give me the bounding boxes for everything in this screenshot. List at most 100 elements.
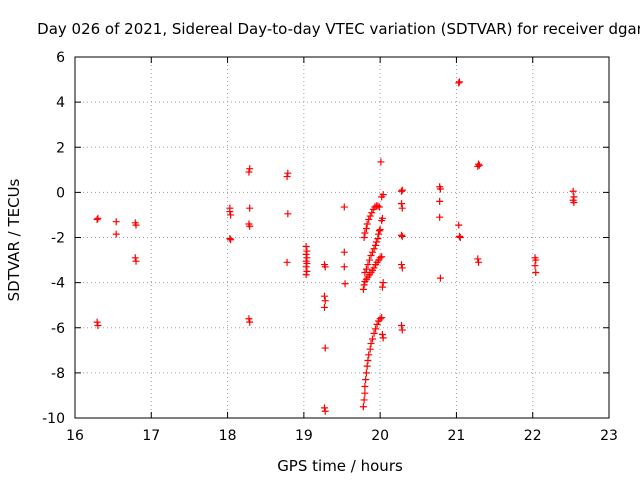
data-point — [398, 321, 406, 329]
data-point — [93, 318, 101, 326]
data-point — [376, 254, 384, 262]
data-point — [321, 344, 329, 352]
data-point — [372, 238, 380, 246]
data-point — [112, 230, 120, 238]
axis-ticks: 16 17 18 19 20 21 22 23 -10 -8 -6 -4 -2 0 2 4 6 — [42, 50, 618, 444]
data-point — [569, 187, 577, 195]
data-point — [303, 267, 311, 275]
data-point — [455, 78, 463, 86]
data-point — [303, 247, 311, 255]
data-point — [227, 236, 235, 244]
data-point — [398, 231, 406, 239]
data-point — [436, 213, 444, 221]
y-tick-label: 2 — [56, 140, 65, 156]
y-tick-label: 4 — [56, 95, 65, 111]
data-point — [436, 274, 444, 282]
data-point — [475, 161, 483, 169]
data-point — [378, 314, 386, 322]
data-point — [366, 345, 374, 353]
data-point — [369, 248, 377, 256]
data-point — [367, 252, 375, 260]
data-point — [369, 335, 377, 343]
data-point — [375, 203, 383, 211]
data-point — [531, 262, 539, 270]
data-point — [374, 235, 382, 243]
data-point — [131, 254, 139, 262]
data-point — [474, 255, 482, 263]
data-point — [364, 356, 372, 364]
x-axis-label: GPS time / hours — [277, 457, 403, 475]
data-point — [362, 369, 370, 377]
data-point — [321, 263, 329, 271]
data-point — [303, 259, 311, 267]
data-point — [363, 220, 371, 228]
data-point — [370, 329, 378, 337]
data-point — [374, 202, 382, 210]
data-point — [455, 232, 463, 240]
y-tick-label: -6 — [51, 321, 65, 337]
data-point — [361, 389, 369, 397]
data-point — [532, 256, 540, 264]
data-point — [436, 197, 444, 205]
x-tick-label: 21 — [448, 428, 466, 444]
data-point — [132, 221, 140, 229]
x-tick-label: 23 — [600, 428, 618, 444]
data-point — [378, 253, 386, 261]
x-tick-label: 18 — [219, 428, 237, 444]
data-point — [320, 404, 328, 412]
data-point — [341, 280, 349, 288]
data-point — [379, 191, 387, 199]
gridlines — [75, 57, 609, 418]
data-point — [362, 224, 370, 232]
data-point — [361, 268, 369, 276]
data-point — [455, 79, 463, 87]
data-point — [132, 257, 140, 265]
data-point — [361, 382, 369, 390]
data-point — [246, 165, 254, 173]
data-point — [370, 245, 378, 253]
data-point — [359, 285, 367, 293]
data-point — [456, 234, 464, 241]
data-point — [398, 186, 406, 194]
data-point — [226, 208, 234, 216]
data-points — [93, 78, 578, 415]
data-point — [112, 218, 120, 226]
data-point — [475, 258, 483, 266]
data-point — [227, 211, 235, 219]
data-point — [321, 407, 329, 415]
data-point — [245, 168, 253, 176]
data-point — [375, 230, 383, 238]
data-point — [362, 265, 370, 273]
data-point — [363, 362, 371, 370]
y-tick-label: -4 — [51, 276, 65, 292]
data-point — [398, 200, 406, 208]
data-point — [359, 403, 367, 411]
data-point — [379, 279, 387, 287]
data-point — [246, 318, 254, 326]
data-point — [367, 340, 375, 348]
data-point — [475, 160, 483, 168]
x-tick-label: 22 — [524, 428, 542, 444]
data-point — [376, 226, 384, 234]
x-tick-label: 19 — [295, 428, 313, 444]
data-point — [321, 297, 329, 305]
data-point — [398, 187, 406, 195]
y-tick-label: 6 — [56, 50, 65, 66]
data-point — [379, 334, 387, 342]
data-point — [532, 268, 540, 276]
data-point — [362, 376, 370, 384]
data-point — [360, 234, 368, 241]
data-point — [284, 169, 292, 177]
data-point — [378, 331, 386, 339]
data-point — [398, 204, 406, 212]
x-tick-label: 17 — [142, 428, 160, 444]
y-tick-label: -8 — [51, 366, 65, 382]
y-tick-label: -2 — [51, 231, 65, 247]
data-point — [245, 315, 253, 323]
data-point — [340, 203, 348, 211]
y-axis-label: SDTVAR / TECUs — [5, 178, 23, 301]
data-point — [376, 315, 384, 323]
data-point — [340, 248, 348, 256]
